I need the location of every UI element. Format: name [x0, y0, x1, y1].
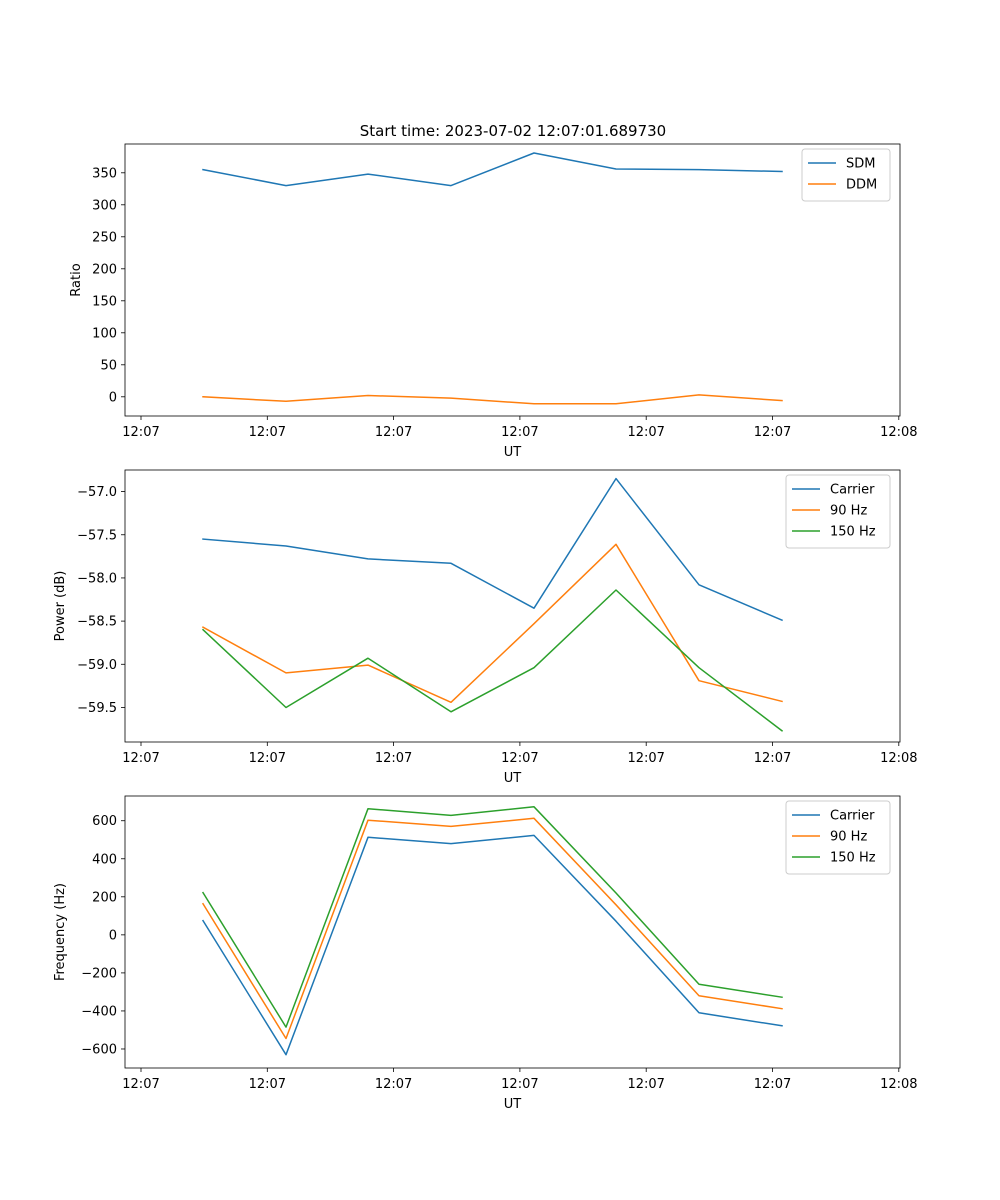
- y-axis-label: Ratio: [69, 263, 84, 296]
- legend-label: SDM: [846, 157, 875, 172]
- x-tick-label: 12:07: [375, 1077, 412, 1092]
- y-tick-label: −57.0: [77, 485, 117, 500]
- y-tick-label: 0: [109, 390, 117, 405]
- x-tick-label: 12:07: [249, 751, 286, 766]
- x-tick-label: 12:07: [122, 1077, 159, 1092]
- y-axis-label: Frequency (Hz): [53, 883, 68, 981]
- y-tick-label: 0: [109, 928, 117, 943]
- y-tick-label: −600: [81, 1042, 117, 1057]
- legend-label: DDM: [846, 178, 877, 193]
- x-tick-label: 12:08: [880, 1077, 917, 1092]
- series-line-90-hz: [201, 543, 783, 704]
- axes-frame: [124, 469, 901, 743]
- figure-title: Start time: 2023-07-02 12:07:01.689730: [360, 122, 666, 140]
- y-tick-label: 150: [92, 294, 117, 309]
- x-tick-label: 12:07: [249, 1077, 286, 1092]
- legend-box: [801, 148, 891, 202]
- x-tick-label: 12:07: [754, 751, 791, 766]
- legend: Carrier 90 Hz 150 Hz: [785, 474, 891, 549]
- y-tick-label: 600: [92, 814, 117, 829]
- y-tick-label: 200: [92, 890, 117, 905]
- y-tick-label: −57.5: [77, 528, 117, 543]
- x-axis-label: UT: [504, 771, 522, 786]
- series-line-150-hz: [201, 589, 784, 732]
- x-tick-label: 12:07: [501, 751, 538, 766]
- y-tick-label: 400: [92, 852, 117, 867]
- x-axis-label: UT: [504, 1097, 522, 1112]
- y-tick-label: −58.5: [77, 615, 117, 630]
- x-tick-label: 12:07: [122, 751, 159, 766]
- series-line-carrier: [202, 477, 783, 622]
- y-tick-label: −59.5: [77, 701, 117, 716]
- x-tick-label: 12:08: [880, 751, 917, 766]
- series-line-sdm: [202, 152, 783, 187]
- series-line-150-hz: [201, 806, 783, 1028]
- x-tick-label: 12:07: [754, 1077, 791, 1092]
- legend-box: [785, 474, 891, 549]
- legend-label: 150 Hz: [830, 525, 876, 540]
- series-line-ddm: [202, 394, 783, 405]
- x-tick-label: 12:07: [375, 751, 412, 766]
- legend-label: Carrier: [830, 809, 875, 824]
- y-tick-label: 250: [92, 230, 117, 245]
- y-tick-label: 350: [92, 166, 117, 181]
- x-tick-label: 12:07: [627, 751, 664, 766]
- x-tick-label: 12:07: [375, 425, 412, 440]
- chart-power: 12:07 12:07 12:07 12:07 12:07 12:07 12:08 −57.0…: [53, 469, 918, 786]
- y-tick-label: −200: [81, 966, 117, 981]
- legend-label: 90 Hz: [830, 830, 867, 845]
- x-tick-label: 12:07: [122, 425, 159, 440]
- legend: SDM DDM: [801, 148, 891, 202]
- x-tick-label: 12:07: [754, 425, 791, 440]
- y-tick-label: −59.0: [77, 658, 117, 673]
- y-tick-label: 200: [92, 262, 117, 277]
- x-tick-label: 12:07: [249, 425, 286, 440]
- x-tick-label: 12:07: [501, 1077, 538, 1092]
- axes-frame: [124, 143, 901, 417]
- legend-label: Carrier: [830, 483, 875, 498]
- chart-ratio: 12:07 12:07 12:07 12:07 12:07 12:07 12:08 0 50 10…: [69, 143, 918, 460]
- series-line-90-hz: [201, 817, 783, 1040]
- series-line-carrier: [201, 834, 783, 1056]
- y-tick-label: 300: [92, 198, 117, 213]
- legend-label: 150 Hz: [830, 851, 876, 866]
- x-tick-label: 12:07: [627, 425, 664, 440]
- legend: Carrier 90 Hz 150 Hz: [785, 800, 891, 875]
- legend-label: 90 Hz: [830, 504, 867, 519]
- x-axis-label: UT: [504, 445, 522, 460]
- legend-box: [785, 800, 891, 875]
- y-axis-label: Power (dB): [53, 571, 68, 642]
- x-tick-label: 12:08: [880, 425, 917, 440]
- axes-frame: [124, 795, 901, 1069]
- x-tick-label: 12:07: [501, 425, 538, 440]
- x-tick-label: 12:07: [627, 1077, 664, 1092]
- y-tick-label: −58.0: [77, 571, 117, 586]
- y-tick-label: 100: [92, 326, 117, 341]
- y-tick-label: 50: [100, 358, 117, 373]
- chart-frequency: 12:07 12:07 12:07 12:07 12:07 12:07 12:08 −600 −…: [53, 795, 918, 1112]
- y-tick-label: −400: [81, 1004, 117, 1019]
